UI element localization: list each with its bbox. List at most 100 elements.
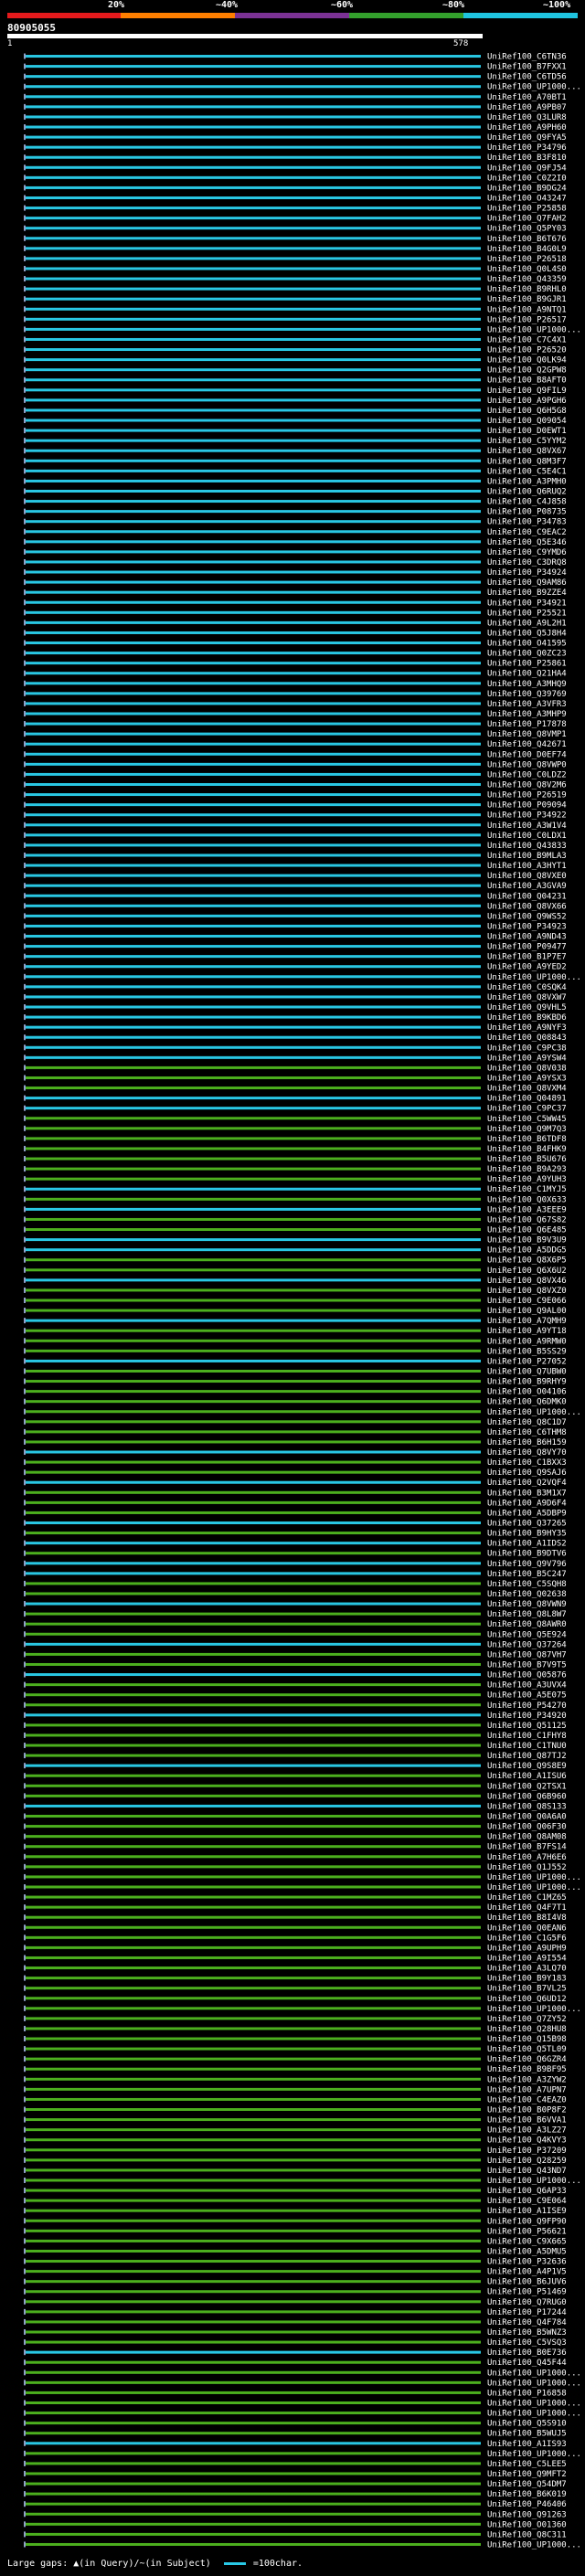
hit-alignment-bar[interactable] — [26, 2178, 481, 2182]
hit-alignment-bar[interactable] — [26, 1197, 481, 1201]
hit-row[interactable]: UniRef100_B8I4V8 — [24, 1913, 567, 1923]
hit-label[interactable]: UniRef100_A7H6E6 — [487, 1853, 567, 1862]
hit-label[interactable]: UniRef100_P25861 — [487, 660, 567, 669]
hit-row[interactable]: UniRef100_Q8VX67 — [24, 447, 567, 456]
hit-row[interactable]: UniRef100_Q7UBW0 — [24, 1367, 567, 1376]
hit-row[interactable]: UniRef100_C9E064 — [24, 2197, 567, 2206]
hit-row[interactable]: UniRef100_C3DRQ8 — [24, 558, 567, 567]
hit-row[interactable]: UniRef100_Q0EAN6 — [24, 1924, 567, 1933]
hit-row[interactable]: UniRef100_P37209 — [24, 2147, 567, 2156]
hit-label[interactable]: UniRef100_A1IS93 — [487, 2440, 567, 2449]
hit-alignment-bar[interactable] — [26, 2007, 481, 2010]
hit-row[interactable]: UniRef100_Q9FJ54 — [24, 164, 567, 173]
hit-label[interactable]: UniRef100_Q09054 — [487, 417, 567, 426]
hit-alignment-bar[interactable] — [26, 469, 481, 472]
hit-label[interactable]: UniRef100_B9MLA3 — [487, 852, 567, 861]
hit-alignment-bar[interactable] — [26, 1642, 481, 1646]
hit-alignment-bar[interactable] — [26, 2482, 481, 2486]
hit-label[interactable]: UniRef100_Q4F784 — [487, 2318, 567, 2327]
hit-label[interactable]: UniRef100_C1BXX3 — [487, 1458, 567, 1468]
hit-alignment-bar[interactable] — [26, 2239, 481, 2242]
hit-label[interactable]: UniRef100_Q87VH7 — [487, 1650, 567, 1659]
hit-row[interactable]: UniRef100_P17244 — [24, 2308, 567, 2317]
hit-row[interactable]: UniRef100_A3EEE9 — [24, 1205, 567, 1214]
hit-label[interactable]: UniRef100_P17878 — [487, 720, 567, 729]
hit-alignment-bar[interactable] — [26, 348, 481, 352]
hit-label[interactable]: UniRef100_Q39769 — [487, 690, 567, 699]
hit-alignment-bar[interactable] — [26, 2370, 481, 2374]
hit-alignment-bar[interactable] — [26, 1490, 481, 1494]
hit-alignment-bar[interactable] — [26, 105, 481, 109]
hit-alignment-bar[interactable] — [26, 1167, 481, 1171]
hit-label[interactable]: UniRef100_A7QMH9 — [487, 1317, 567, 1326]
hit-row[interactable]: UniRef100_Q37265 — [24, 1520, 567, 1529]
hit-label[interactable]: UniRef100_P09477 — [487, 943, 567, 952]
hit-label[interactable]: UniRef100_B3M1X7 — [487, 1489, 567, 1498]
hit-row[interactable]: UniRef100_B6H159 — [24, 1438, 567, 1447]
hit-row[interactable]: UniRef100_A5DMU5 — [24, 2247, 567, 2256]
hit-alignment-bar[interactable] — [26, 115, 481, 119]
hit-row[interactable]: UniRef100_Q5TL09 — [24, 2045, 567, 2054]
hit-label[interactable]: UniRef100_C0LDX1 — [487, 832, 567, 841]
hit-label[interactable]: UniRef100_B4G0L9 — [487, 245, 567, 254]
hit-alignment-bar[interactable] — [26, 762, 481, 766]
hit-row[interactable]: UniRef100_Q8VXE0 — [24, 872, 567, 881]
hit-row[interactable]: UniRef100_Q2GPW8 — [24, 366, 567, 376]
hit-row[interactable]: UniRef100_Q1J552 — [24, 1863, 567, 1872]
hit-row[interactable]: UniRef100_C5LEE5 — [24, 2460, 567, 2469]
hit-label[interactable]: UniRef100_Q0LK94 — [487, 356, 567, 366]
hit-label[interactable]: UniRef100_Q9VHL5 — [487, 1003, 567, 1012]
hit-alignment-bar[interactable] — [26, 1390, 481, 1394]
hit-label[interactable]: UniRef100_Q0X633 — [487, 1195, 567, 1204]
hit-label[interactable]: UniRef100_B6VVA1 — [487, 2116, 567, 2125]
hit-alignment-bar[interactable] — [26, 2017, 481, 2020]
hit-alignment-bar[interactable] — [26, 247, 481, 250]
hit-label[interactable]: UniRef100_UP1000... — [487, 2177, 581, 2186]
hit-row[interactable]: UniRef100_Q87TJ2 — [24, 1752, 567, 1761]
hit-alignment-bar[interactable] — [26, 237, 481, 240]
hit-label[interactable]: UniRef100_B0E736 — [487, 2348, 567, 2358]
hit-label[interactable]: UniRef100_A5DBP9 — [487, 1509, 567, 1518]
hit-alignment-bar[interactable] — [26, 1288, 481, 1292]
hit-alignment-bar[interactable] — [26, 1460, 481, 1464]
hit-alignment-bar[interactable] — [26, 378, 481, 382]
hit-alignment-bar[interactable] — [26, 510, 481, 514]
hit-alignment-bar[interactable] — [26, 1572, 481, 1575]
hit-alignment-bar[interactable] — [26, 540, 481, 544]
hit-row[interactable]: UniRef100_Q67S82 — [24, 1215, 567, 1224]
hit-row[interactable]: UniRef100_P54270 — [24, 1701, 567, 1711]
hit-label[interactable]: UniRef100_A3ZYW2 — [487, 2075, 567, 2084]
hit-row[interactable]: UniRef100_C9EAC2 — [24, 528, 567, 537]
hit-row[interactable]: UniRef100_B0E736 — [24, 2348, 567, 2358]
hit-label[interactable]: UniRef100_Q51125 — [487, 1722, 567, 1731]
hit-label[interactable]: UniRef100_A9PGH6 — [487, 397, 567, 406]
hit-row[interactable]: UniRef100_A9YED2 — [24, 963, 567, 972]
hit-label[interactable]: UniRef100_Q5E924 — [487, 1630, 567, 1639]
hit-alignment-bar[interactable] — [26, 843, 481, 847]
hit-alignment-bar[interactable] — [26, 935, 481, 938]
hit-label[interactable]: UniRef100_Q8VMP1 — [487, 730, 567, 739]
hit-row[interactable]: UniRef100_A9YSW4 — [24, 1054, 567, 1063]
hit-label[interactable]: UniRef100_A3W1V4 — [487, 822, 567, 831]
hit-alignment-bar[interactable] — [26, 550, 481, 554]
hit-alignment-bar[interactable] — [26, 1825, 481, 1829]
hit-row[interactable]: UniRef100_Q21HA4 — [24, 670, 567, 679]
hit-label[interactable]: UniRef100_Q42671 — [487, 740, 567, 749]
hit-label[interactable]: UniRef100_B9RHL0 — [487, 285, 567, 294]
hit-row[interactable]: UniRef100_P34920 — [24, 1712, 567, 1721]
hit-alignment-bar[interactable] — [26, 2360, 481, 2364]
hit-alignment-bar[interactable] — [26, 1925, 481, 1929]
hit-label[interactable]: UniRef100_UP1000... — [487, 2369, 581, 2378]
hit-alignment-bar[interactable] — [26, 257, 481, 260]
hit-row[interactable]: UniRef100_B7FS14 — [24, 1843, 567, 1852]
hit-row[interactable]: UniRef100_Q6B960 — [24, 1792, 567, 1801]
hit-alignment-bar[interactable] — [26, 610, 481, 614]
hit-alignment-bar[interactable] — [26, 1956, 481, 1959]
hit-row[interactable]: UniRef100_Q06F30 — [24, 1823, 567, 1832]
hit-label[interactable]: UniRef100_Q8L8W7 — [487, 1610, 567, 1619]
hit-alignment-bar[interactable] — [26, 500, 481, 504]
hit-label[interactable]: UniRef100_C9PC37 — [487, 1105, 567, 1114]
hit-label[interactable]: UniRef100_A9L2H1 — [487, 619, 567, 628]
hit-alignment-bar[interactable] — [26, 1319, 481, 1322]
hit-label[interactable]: UniRef100_B9DG24 — [487, 184, 567, 193]
